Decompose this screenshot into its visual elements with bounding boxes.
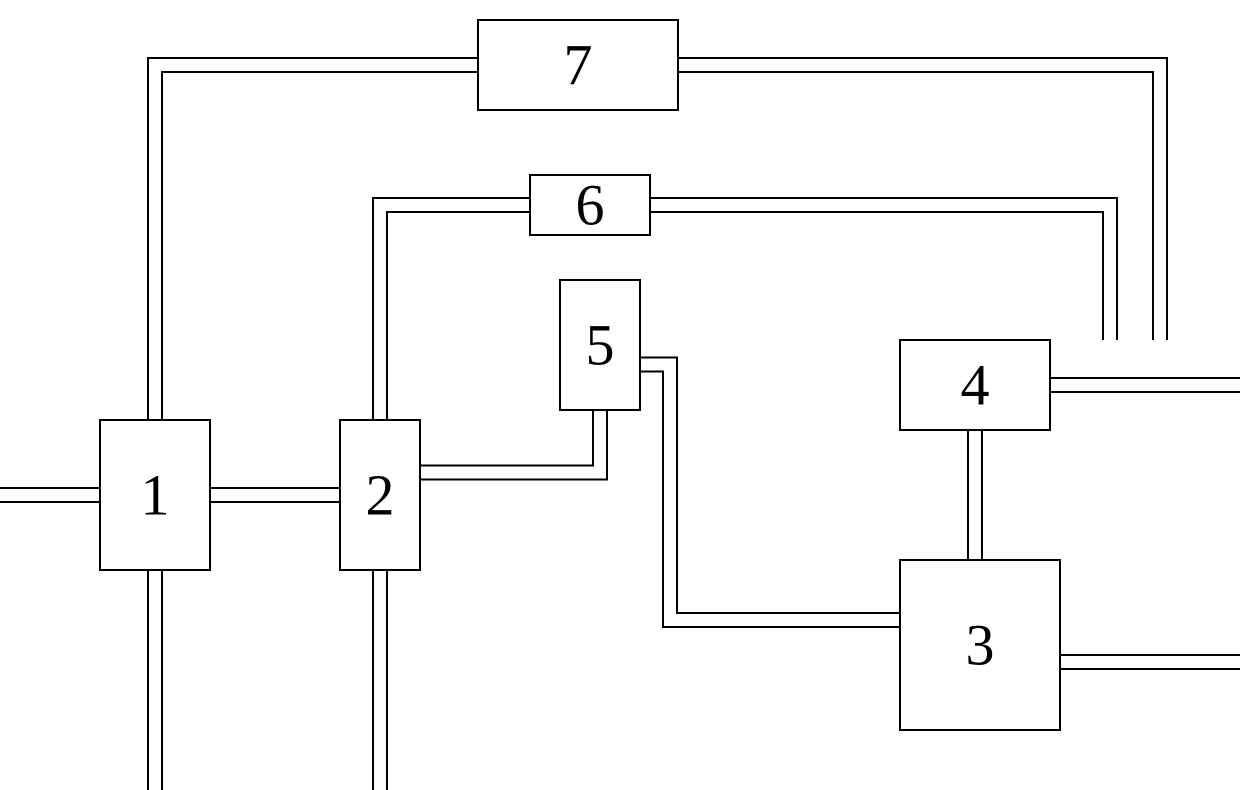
edge-6-4-b — [650, 212, 1103, 340]
edge-6-2-a — [373, 198, 530, 420]
block-3-label: 3 — [966, 613, 995, 678]
block-2-label: 2 — [366, 463, 395, 528]
boxes-layer: 1 2 3 4 5 6 7 — [100, 20, 1060, 730]
block-4-label: 4 — [961, 353, 990, 418]
edge-6-2-b — [387, 212, 530, 420]
edge-5-3-b — [640, 372, 900, 628]
block-1-label: 1 — [141, 463, 170, 528]
edge-6-4-a — [650, 198, 1117, 340]
edge-7-1-a — [148, 58, 478, 420]
block-7-label: 7 — [564, 33, 593, 98]
edge-2-5-a — [420, 410, 593, 466]
block-5-label: 5 — [586, 313, 615, 378]
block-diagram: 1 2 3 4 5 6 7 — [0, 0, 1240, 790]
block-6-label: 6 — [576, 173, 605, 238]
edge-2-5-b — [420, 410, 607, 480]
edge-5-3-a — [640, 358, 900, 614]
edge-7-4-b — [678, 72, 1153, 340]
edge-7-1-b — [162, 72, 478, 420]
